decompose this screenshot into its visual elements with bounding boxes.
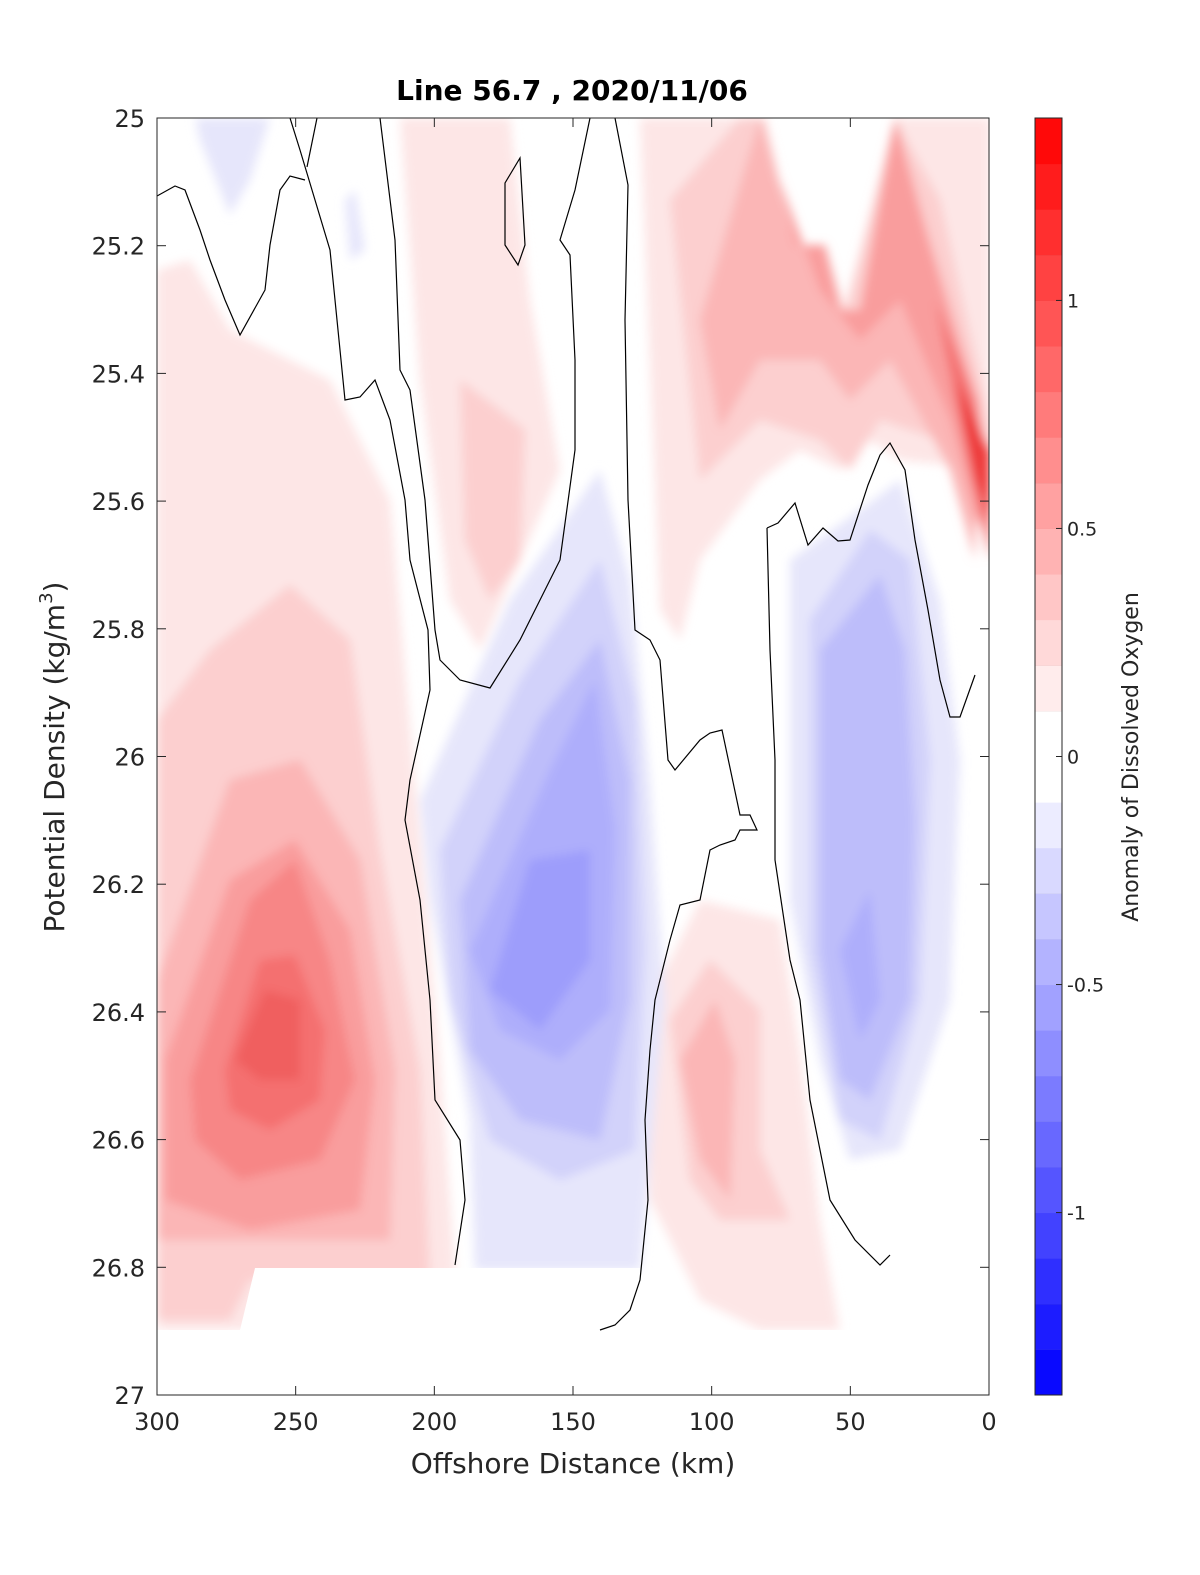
colorbar-tick-label: 1	[1067, 290, 1079, 312]
positive-region-east-level4	[935, 300, 989, 556]
positive-region-east-core	[955, 380, 989, 518]
y-tick-label: 26	[114, 744, 145, 772]
colorbar-swatch	[1035, 1212, 1062, 1259]
x-axis-label: Offshore Distance (km)	[411, 1447, 736, 1480]
colorbar-swatch	[1035, 346, 1062, 393]
y-tick-label: 27	[114, 1382, 145, 1410]
colorbar-ticks: 1 0.5 0 -0.5 -1	[1056, 290, 1104, 1225]
colorbar-swatch	[1035, 437, 1062, 484]
colorbar-swatch	[1035, 163, 1062, 210]
x-tick-label: 200	[411, 1408, 457, 1436]
positive-region-deep-core	[680, 1000, 735, 1200]
x-ticks: 300 250 200 150 100 50 0	[134, 118, 997, 1436]
colorbar-swatch	[1035, 1030, 1062, 1077]
zero-contour-d	[379, 118, 591, 689]
colorbar-swatch	[1035, 984, 1062, 1031]
negative-region-east-level2	[820, 575, 915, 1100]
colorbar-swatch	[1035, 893, 1062, 940]
negative-region-east-core	[840, 890, 880, 1040]
colorbar-swatch	[1035, 847, 1062, 894]
zero-contour-h	[766, 527, 891, 1266]
positive-region-west-core	[235, 990, 300, 1080]
colorbar-swatch	[1035, 1166, 1062, 1214]
no-data-region-bottom	[157, 1268, 640, 1395]
zero-contour-c	[289, 118, 466, 1266]
colorbar-swatch	[1035, 619, 1062, 666]
colorbar-swatches	[1035, 117, 1062, 1396]
colorbar-swatch	[1035, 482, 1062, 529]
colorbar-swatch	[1035, 802, 1062, 849]
y-tick-label: 26.2	[92, 871, 145, 899]
colorbar-tick-label: -1	[1067, 1203, 1086, 1225]
y-tick-label: 26.6	[92, 1127, 145, 1155]
y-tick-label: 25.6	[92, 488, 145, 516]
zero-contours	[157, 118, 976, 1331]
colorbar-swatch	[1035, 756, 1062, 803]
no-data-region-bottom-right	[640, 1330, 989, 1395]
y-tick-label: 25.8	[92, 616, 145, 644]
x-tick-label: 0	[981, 1408, 996, 1436]
colorbar-swatch	[1035, 1303, 1062, 1350]
colorbar-swatch	[1035, 710, 1062, 757]
zero-contour-a	[157, 175, 306, 337]
y-ticks: 25 25.2 25.4 25.6 25.8 26 26.2 26.4 26.6 26.8 27	[92, 105, 989, 1410]
colorbar-swatch	[1035, 254, 1062, 301]
colorbar-swatch	[1035, 118, 1062, 165]
y-axis-label-end: )	[38, 582, 71, 593]
y-tick-label: 25.4	[92, 360, 145, 388]
colorbar-tick-label: 0.5	[1067, 518, 1097, 540]
x-axis: Offshore Distance (km)	[411, 1447, 736, 1480]
colorbar-swatch	[1035, 1121, 1062, 1168]
negative-region-top-west	[195, 118, 270, 215]
colorbar-swatch	[1035, 391, 1062, 438]
negative-region-central-core	[490, 850, 590, 1030]
y-axis: Potential Density (kg/m3)	[36, 582, 71, 933]
y-tick-label: 26.8	[92, 1254, 145, 1282]
zero-contour-g	[766, 441, 976, 718]
zero-contour-e	[504, 156, 526, 267]
zero-contour-b	[306, 118, 318, 168]
zero-contour-f	[599, 118, 758, 1331]
colorbar: 1 0.5 0 -0.5 -1 Anomaly of Dissolved Oxygen	[1034, 117, 1144, 1396]
y-axis-label: Potential Density (kg/m3)	[36, 582, 71, 933]
colorbar-swatch	[1035, 209, 1062, 256]
colorbar-swatch	[1035, 938, 1062, 986]
colorbar-swatch	[1035, 665, 1062, 712]
x-tick-label: 100	[689, 1408, 735, 1436]
colorbar-swatch	[1035, 1075, 1062, 1122]
colorbar-tick-label: 0	[1067, 747, 1079, 769]
colorbar-swatch	[1035, 574, 1062, 621]
anomaly-fill	[157, 118, 989, 1395]
y-axis-label-text: Potential Density (kg/m	[38, 604, 71, 933]
x-tick-label: 150	[550, 1408, 596, 1436]
colorbar-swatch	[1035, 1258, 1062, 1305]
colorbar-label: Anomaly of Dissolved Oxygen	[1119, 592, 1144, 922]
negative-region-top-small	[345, 190, 365, 260]
y-axis-label-superscript: 3	[36, 592, 57, 603]
colorbar-swatch	[1035, 300, 1062, 347]
x-tick-label: 250	[273, 1408, 319, 1436]
y-tick-label: 25.2	[92, 233, 145, 261]
y-tick-label: 26.4	[92, 999, 145, 1027]
colorbar-swatch	[1035, 528, 1062, 575]
chart-title: Line 56.7 , 2020/11/06	[396, 74, 748, 107]
x-tick-label: 50	[835, 1408, 866, 1436]
colorbar-swatch	[1035, 1349, 1062, 1396]
colorbar-tick-label: -0.5	[1067, 975, 1104, 997]
positive-region-mid-inner	[460, 380, 525, 600]
y-tick-label: 25	[114, 105, 145, 133]
x-tick-label: 300	[134, 1408, 180, 1436]
